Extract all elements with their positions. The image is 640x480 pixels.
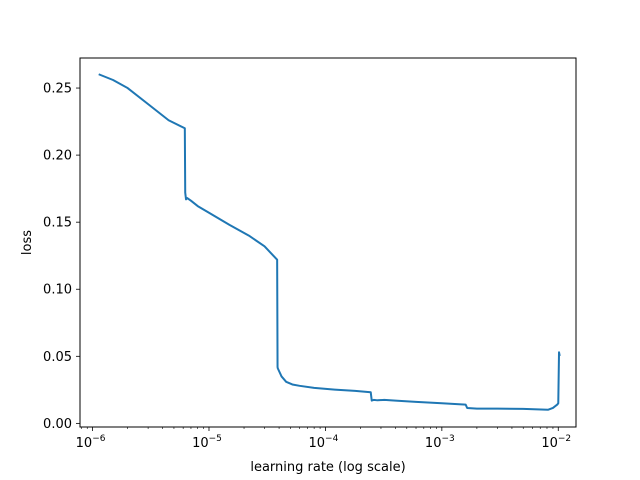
x-tick-label: 10−6 [76, 434, 106, 451]
y-tick-label: 0.00 [43, 417, 72, 432]
y-tick-label: 0.15 [43, 216, 72, 231]
x-tick-label: 10−4 [309, 434, 339, 451]
y-tick-label: 0.25 [43, 82, 72, 97]
y-axis-label: loss [20, 230, 35, 255]
y-axis-ticks: 0.00 0.05 0.10 0.15 0.20 0.25 [43, 82, 80, 432]
x-tick-label: 10−3 [425, 434, 455, 451]
y-tick-label: 0.20 [43, 149, 72, 164]
loss-series-line [98, 73, 561, 411]
series-layer [98, 73, 561, 411]
x-tick-label: 10−5 [192, 434, 222, 451]
y-tick-label: 0.10 [43, 283, 72, 298]
x-tick-label: 10−2 [541, 434, 571, 451]
x-axis-label: learning rate (log scale) [250, 460, 405, 475]
y-tick-label: 0.05 [43, 350, 72, 365]
plot-frame [79, 57, 577, 428]
x-axis-ticks: 10−6 10−5 10−4 10−3 10−2 [76, 427, 571, 451]
